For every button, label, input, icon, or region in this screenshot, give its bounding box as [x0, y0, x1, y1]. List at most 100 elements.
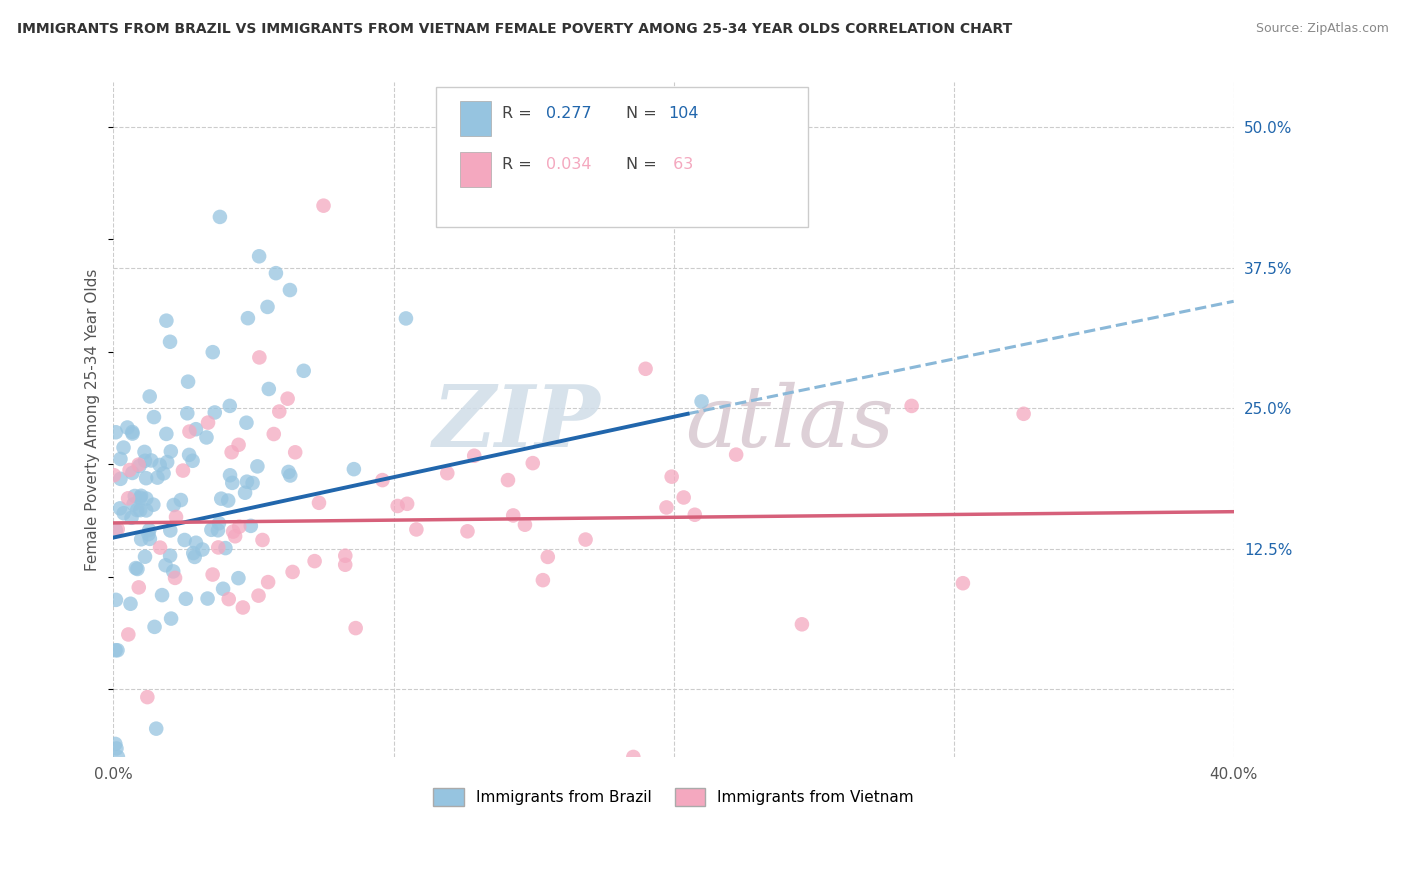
Point [371, 473, 394, 487]
Point [228, 571, 250, 585]
Point [195, 430, 218, 444]
Point [174, 591, 197, 606]
Point [304, 554, 326, 568]
Point [159, 334, 181, 349]
Point [142, 498, 165, 512]
Point [269, 404, 291, 418]
Point [1012, 407, 1035, 421]
Point [121, 466, 143, 480]
Point [179, 425, 201, 439]
Point [152, 467, 174, 481]
Point [183, 549, 205, 564]
Point [117, 627, 139, 641]
Point [236, 311, 259, 326]
Point [191, 542, 214, 557]
Point [146, 470, 169, 484]
Point [204, 405, 226, 419]
Point [277, 392, 299, 406]
Point [247, 249, 270, 263]
Point [207, 541, 229, 555]
Text: N =: N = [626, 157, 662, 171]
Point [208, 210, 231, 224]
Point [117, 420, 139, 434]
Point [228, 519, 250, 533]
Point [513, 517, 536, 532]
Point [181, 454, 204, 468]
Point [159, 549, 181, 563]
Point [200, 523, 222, 537]
Point [621, 750, 644, 764]
Point [184, 535, 207, 549]
Text: 0.277: 0.277 [546, 106, 591, 120]
Point [221, 475, 243, 490]
Point [522, 456, 544, 470]
Point [405, 523, 427, 537]
Point [104, 523, 127, 537]
Point [239, 519, 262, 533]
Point [138, 389, 160, 403]
Point [655, 500, 678, 515]
Point [396, 497, 419, 511]
Point [278, 468, 301, 483]
Point [264, 266, 287, 280]
Point [574, 533, 596, 547]
Point [212, 582, 235, 596]
Point [952, 576, 974, 591]
Point [263, 427, 285, 442]
Point [121, 510, 143, 524]
Point [149, 458, 172, 472]
Point [142, 410, 165, 425]
Point [159, 444, 181, 458]
Point [292, 364, 315, 378]
Text: 0.034: 0.034 [546, 157, 591, 171]
Point [139, 532, 162, 546]
Point [128, 458, 150, 473]
Point [155, 426, 177, 441]
Point [207, 523, 229, 537]
Point [242, 475, 264, 490]
Legend: Immigrants from Brazil, Immigrants from Vietnam: Immigrants from Brazil, Immigrants from … [426, 780, 922, 814]
Point [118, 463, 141, 477]
Point [122, 497, 145, 511]
Point [335, 558, 357, 572]
Point [121, 426, 143, 441]
Point [233, 485, 256, 500]
Text: 63: 63 [668, 157, 693, 171]
Point [278, 283, 301, 297]
Point [107, 750, 129, 764]
Point [312, 199, 335, 213]
Point [159, 524, 181, 538]
Point [222, 524, 245, 539]
Point [107, 522, 129, 536]
Point [136, 690, 159, 705]
Point [110, 472, 132, 486]
Point [121, 425, 143, 439]
Point [208, 516, 231, 531]
Text: Source: ZipAtlas.com: Source: ZipAtlas.com [1256, 22, 1389, 36]
Point [217, 493, 239, 508]
Point [127, 503, 149, 517]
Text: atlas: atlas [685, 382, 894, 464]
Point [219, 468, 242, 483]
Point [141, 453, 163, 467]
Point [107, 643, 129, 657]
Point [281, 565, 304, 579]
Point [129, 503, 152, 517]
Point [135, 471, 157, 485]
Point [228, 438, 250, 452]
Point [221, 445, 243, 459]
Point [181, 546, 204, 560]
Point [387, 499, 409, 513]
Point [277, 465, 299, 479]
Point [209, 491, 232, 506]
Text: 104: 104 [668, 106, 699, 120]
Point [165, 571, 187, 585]
Point [129, 489, 152, 503]
Text: ZIP: ZIP [433, 381, 600, 465]
Point [129, 533, 152, 547]
Point [129, 491, 152, 505]
Point [128, 458, 150, 472]
Point [246, 459, 269, 474]
Point [128, 581, 150, 595]
Text: N =: N = [626, 106, 662, 120]
